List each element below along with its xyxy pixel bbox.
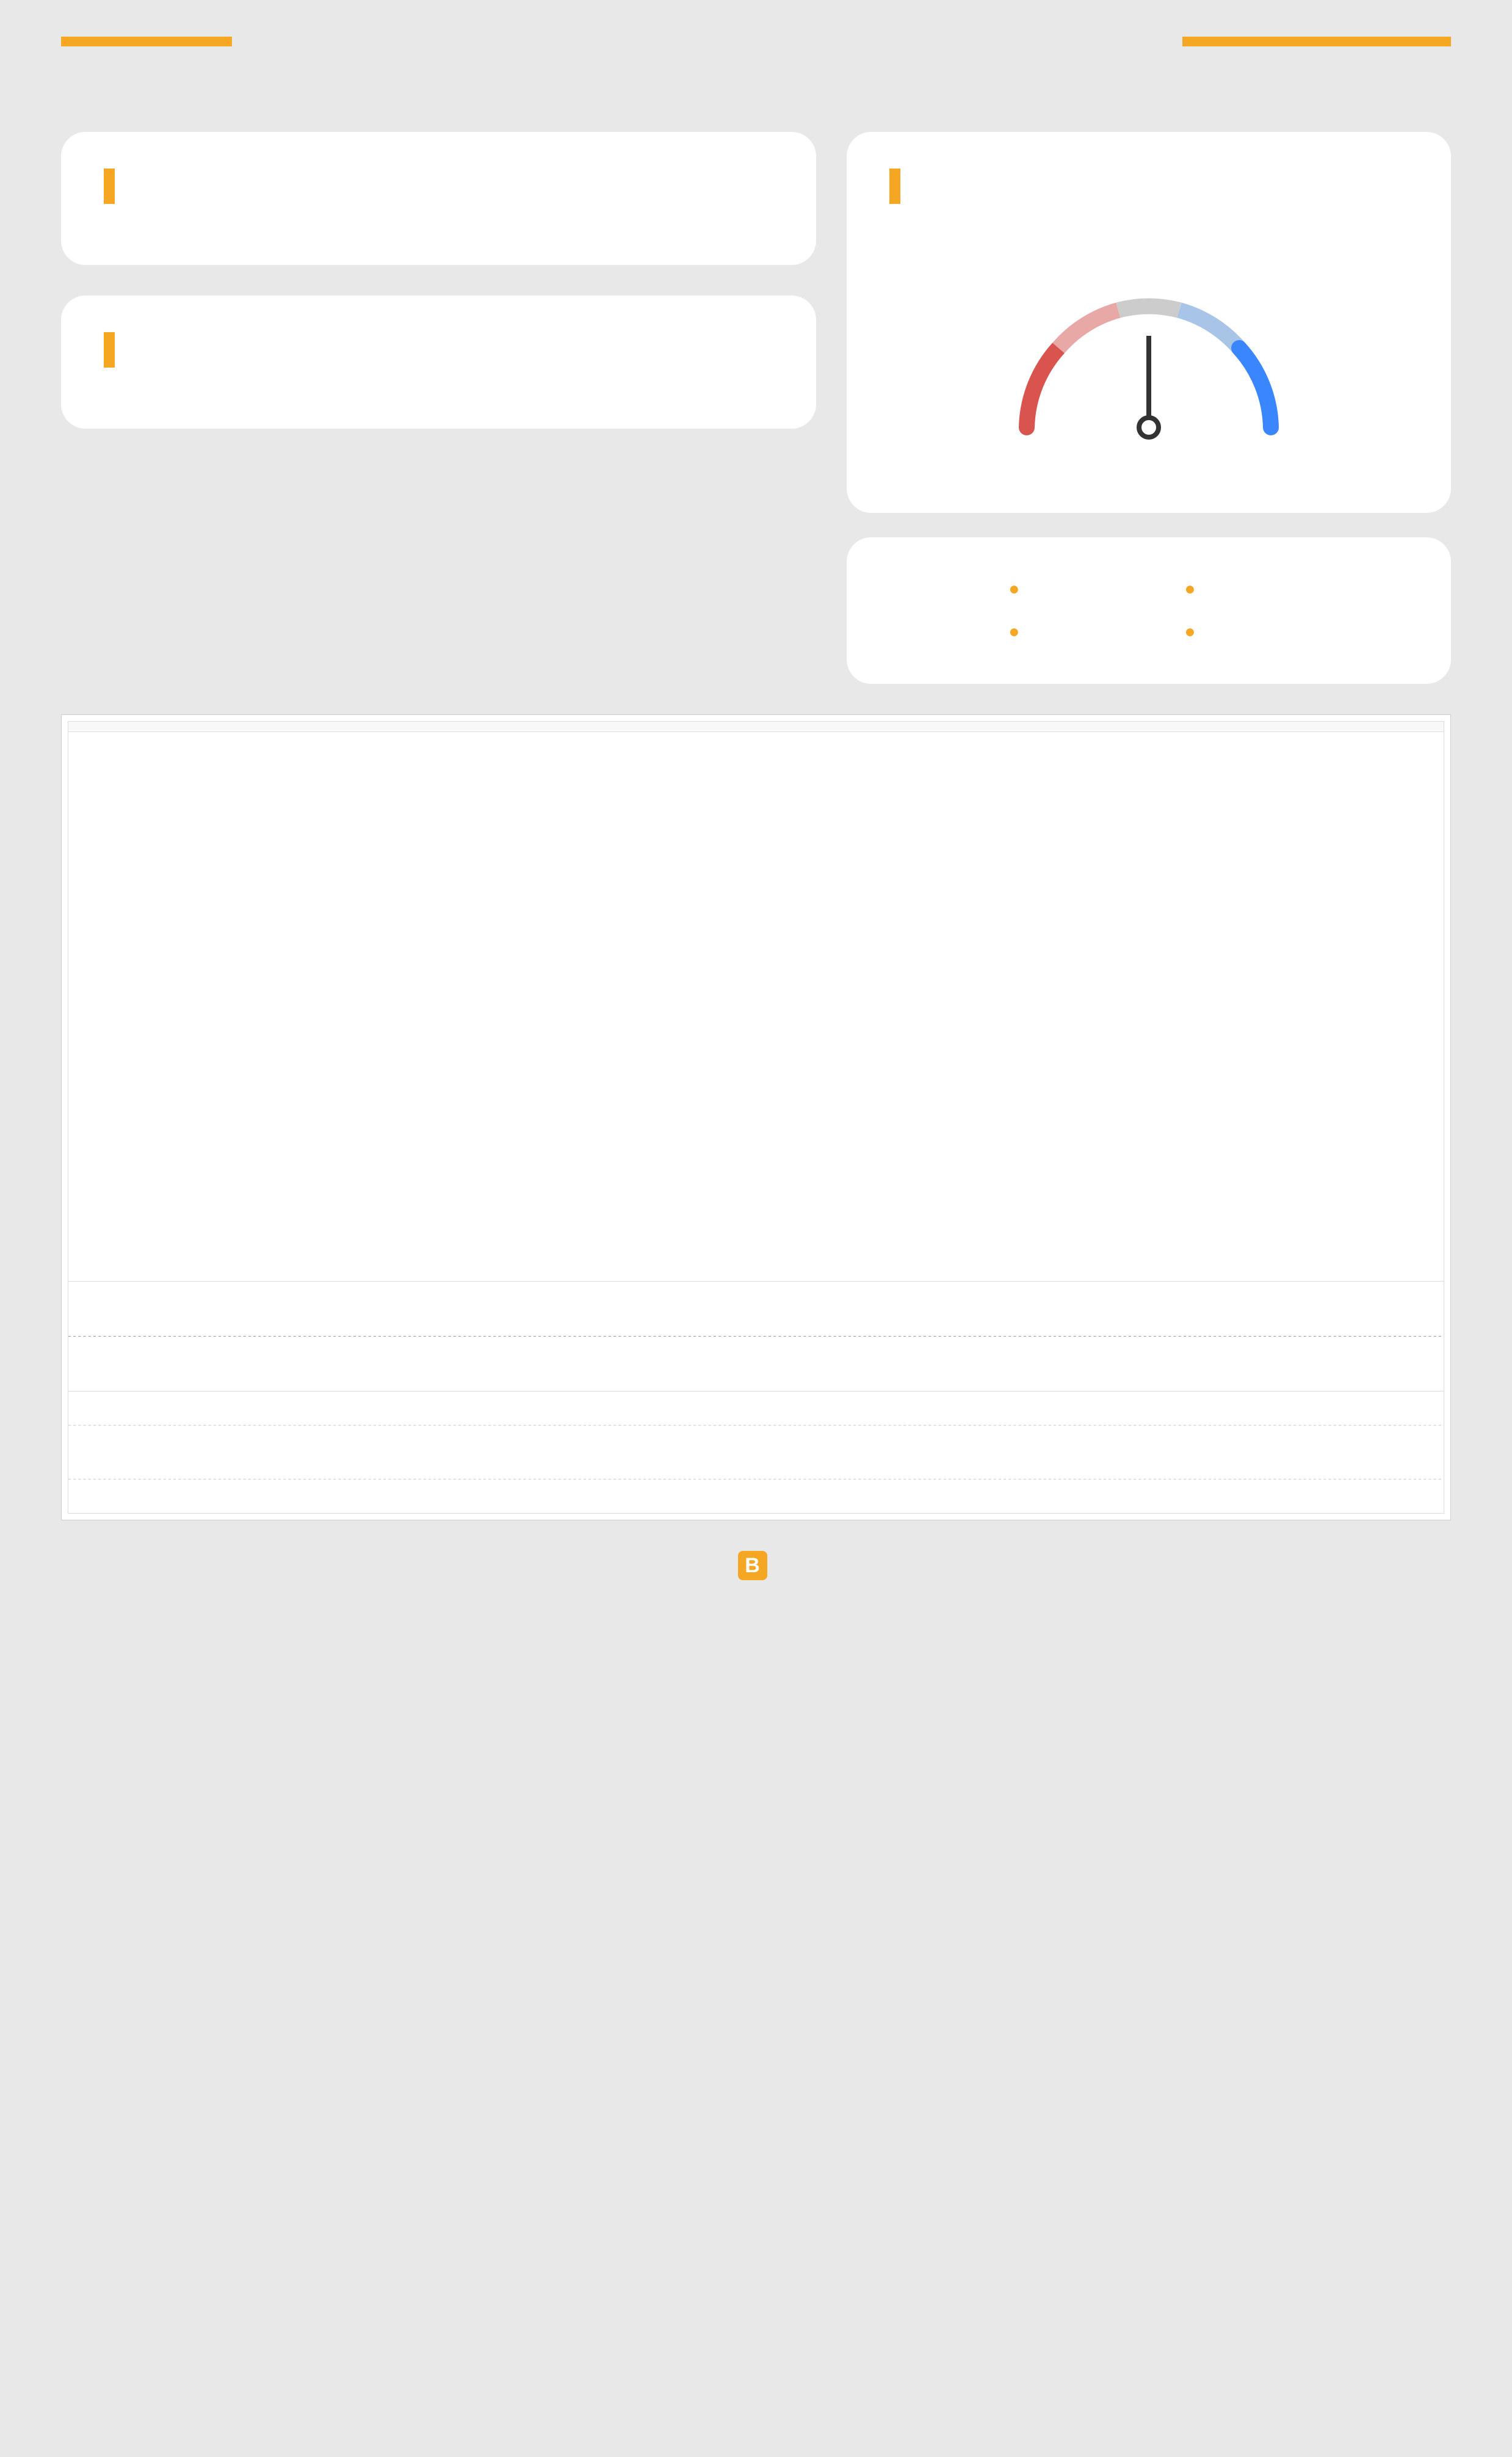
oscillators-card bbox=[847, 132, 1451, 513]
gauge bbox=[889, 269, 1408, 464]
chart-main bbox=[68, 732, 1444, 1282]
osc-header bbox=[889, 228, 1408, 250]
page: ● ● ● ● bbox=[0, 0, 1512, 1629]
technical-card bbox=[61, 296, 816, 429]
resistance-row: ● ● bbox=[883, 568, 1414, 611]
chart-title bbox=[68, 721, 1444, 732]
accent-icon bbox=[889, 169, 900, 204]
accent-icon bbox=[104, 332, 115, 368]
footer: B bbox=[61, 1551, 1451, 1580]
fundamental-card bbox=[61, 132, 816, 265]
sr-card: ● ● ● ● bbox=[847, 537, 1451, 684]
chart-area bbox=[61, 714, 1451, 1520]
accent-bar-right bbox=[1182, 37, 1451, 46]
support-row: ● ● bbox=[883, 611, 1414, 653]
logo-icon: B bbox=[738, 1551, 767, 1580]
chart-rsi bbox=[68, 1392, 1444, 1514]
accent-icon bbox=[104, 169, 115, 204]
accent-bar-left bbox=[61, 37, 232, 46]
chart-macd bbox=[68, 1282, 1444, 1392]
header bbox=[61, 37, 1451, 59]
